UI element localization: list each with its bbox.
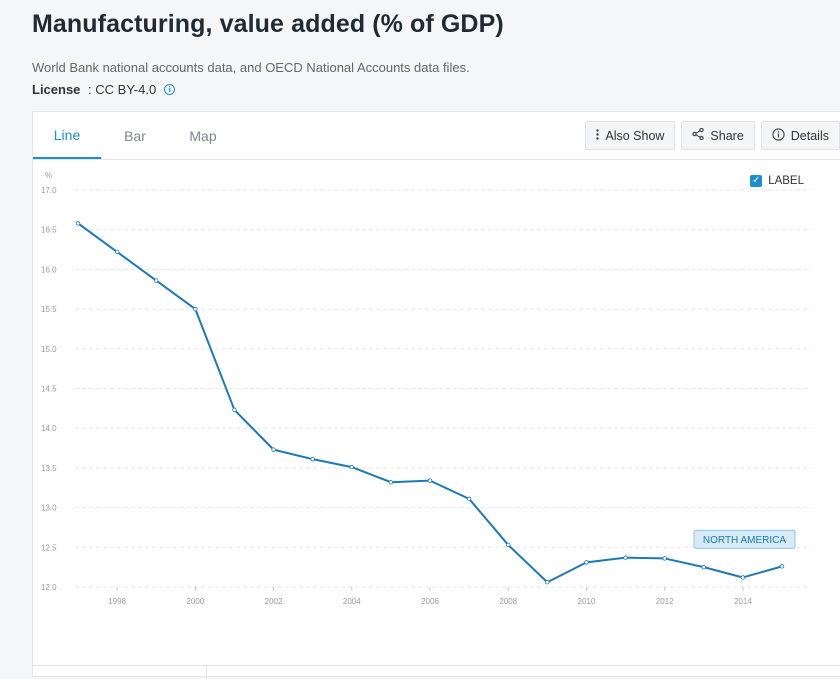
data-point — [232, 407, 237, 413]
x-tick-label: 2014 — [734, 597, 752, 606]
y-tick-label: 17.0 — [41, 186, 57, 195]
x-tick-label: 2010 — [578, 597, 596, 606]
chart-card: Line Bar Map Also Show Share Details ✓ L… — [32, 111, 840, 679]
info-icon[interactable]: i — [164, 84, 176, 95]
page-title: Manufacturing, value added (% of GDP) — [32, 10, 504, 38]
y-tick-label: 13.5 — [41, 464, 57, 473]
license-value: CC BY-4.0 — [95, 82, 157, 97]
kebab-icon — [596, 128, 600, 143]
share-icon — [692, 127, 705, 143]
x-tick-label: 2008 — [499, 597, 517, 606]
y-tick-label: 12.5 — [41, 543, 57, 552]
x-tick-label: 1998 — [108, 597, 126, 606]
y-axis-unit: % — [45, 171, 52, 180]
data-point — [427, 478, 433, 483]
x-tick-label: 2006 — [421, 597, 439, 606]
details-button[interactable]: Details — [760, 121, 840, 150]
chart-type-tabs: Line Bar Map — [33, 112, 237, 159]
license-info: License : CC BY-4.0 i — [32, 82, 176, 97]
details-label: Details — [790, 128, 829, 143]
y-tick-label: 15.0 — [41, 345, 57, 354]
data-point — [271, 447, 276, 452]
share-button[interactable]: Share — [681, 121, 755, 150]
data-point — [623, 555, 628, 560]
label-checkbox[interactable]: ✓ — [750, 175, 763, 187]
bottom-divider — [206, 666, 207, 679]
data-point — [310, 456, 315, 462]
bottom-strip — [33, 665, 840, 679]
data-point — [388, 479, 394, 485]
series-label: NORTH AMERICA — [703, 535, 786, 546]
data-point — [779, 564, 785, 569]
y-tick-label: 14.5 — [41, 385, 57, 394]
info-circle-icon — [772, 127, 785, 144]
data-point — [701, 564, 706, 570]
y-tick-label: 15.5 — [41, 305, 57, 314]
tab-map[interactable]: Map — [189, 127, 217, 144]
data-point — [154, 278, 159, 283]
tab-divider — [33, 159, 840, 160]
tab-bar[interactable]: Bar — [124, 127, 146, 144]
license-label: License — [32, 82, 81, 97]
source-note: World Bank national accounts data, and O… — [32, 60, 470, 75]
label-toggle[interactable]: ✓ LABEL — [750, 175, 804, 187]
data-point — [662, 556, 667, 561]
license-separator: : — [84, 82, 96, 97]
y-tick-label: 14.0 — [41, 424, 57, 433]
series-label-box — [693, 529, 796, 549]
y-tick-label: 16.5 — [41, 226, 57, 235]
also-show-button[interactable]: Also Show — [585, 121, 676, 150]
x-tick-label: 2002 — [265, 597, 283, 606]
tab-line[interactable]: Line — [33, 112, 101, 159]
label-toggle-text: LABEL — [768, 175, 804, 187]
data-point — [466, 496, 472, 502]
data-point — [545, 580, 550, 585]
y-tick-label: 12.0 — [41, 583, 57, 592]
y-tick-label: 13.0 — [41, 504, 57, 513]
y-tick-label: 16.0 — [41, 265, 57, 274]
series-line — [77, 222, 783, 584]
data-point — [584, 560, 589, 565]
data-point — [75, 221, 81, 226]
chart-toolbar: Also Show Share Details — [579, 121, 840, 150]
data-point — [740, 575, 746, 580]
x-tick-label: 2000 — [186, 597, 204, 606]
share-label: Share — [710, 128, 744, 143]
data-point — [349, 464, 354, 470]
line-chart: % 12.0 12.5 13.0 13.5 14.0 14.5 15.0 15.5 16.0 16.… — [41, 171, 811, 606]
also-show-label: Also Show — [605, 128, 665, 143]
x-tick-label: 2004 — [343, 597, 361, 606]
data-point — [114, 249, 120, 255]
data-point — [506, 542, 511, 548]
data-point — [193, 306, 198, 312]
x-tick-label: 2012 — [656, 597, 674, 606]
